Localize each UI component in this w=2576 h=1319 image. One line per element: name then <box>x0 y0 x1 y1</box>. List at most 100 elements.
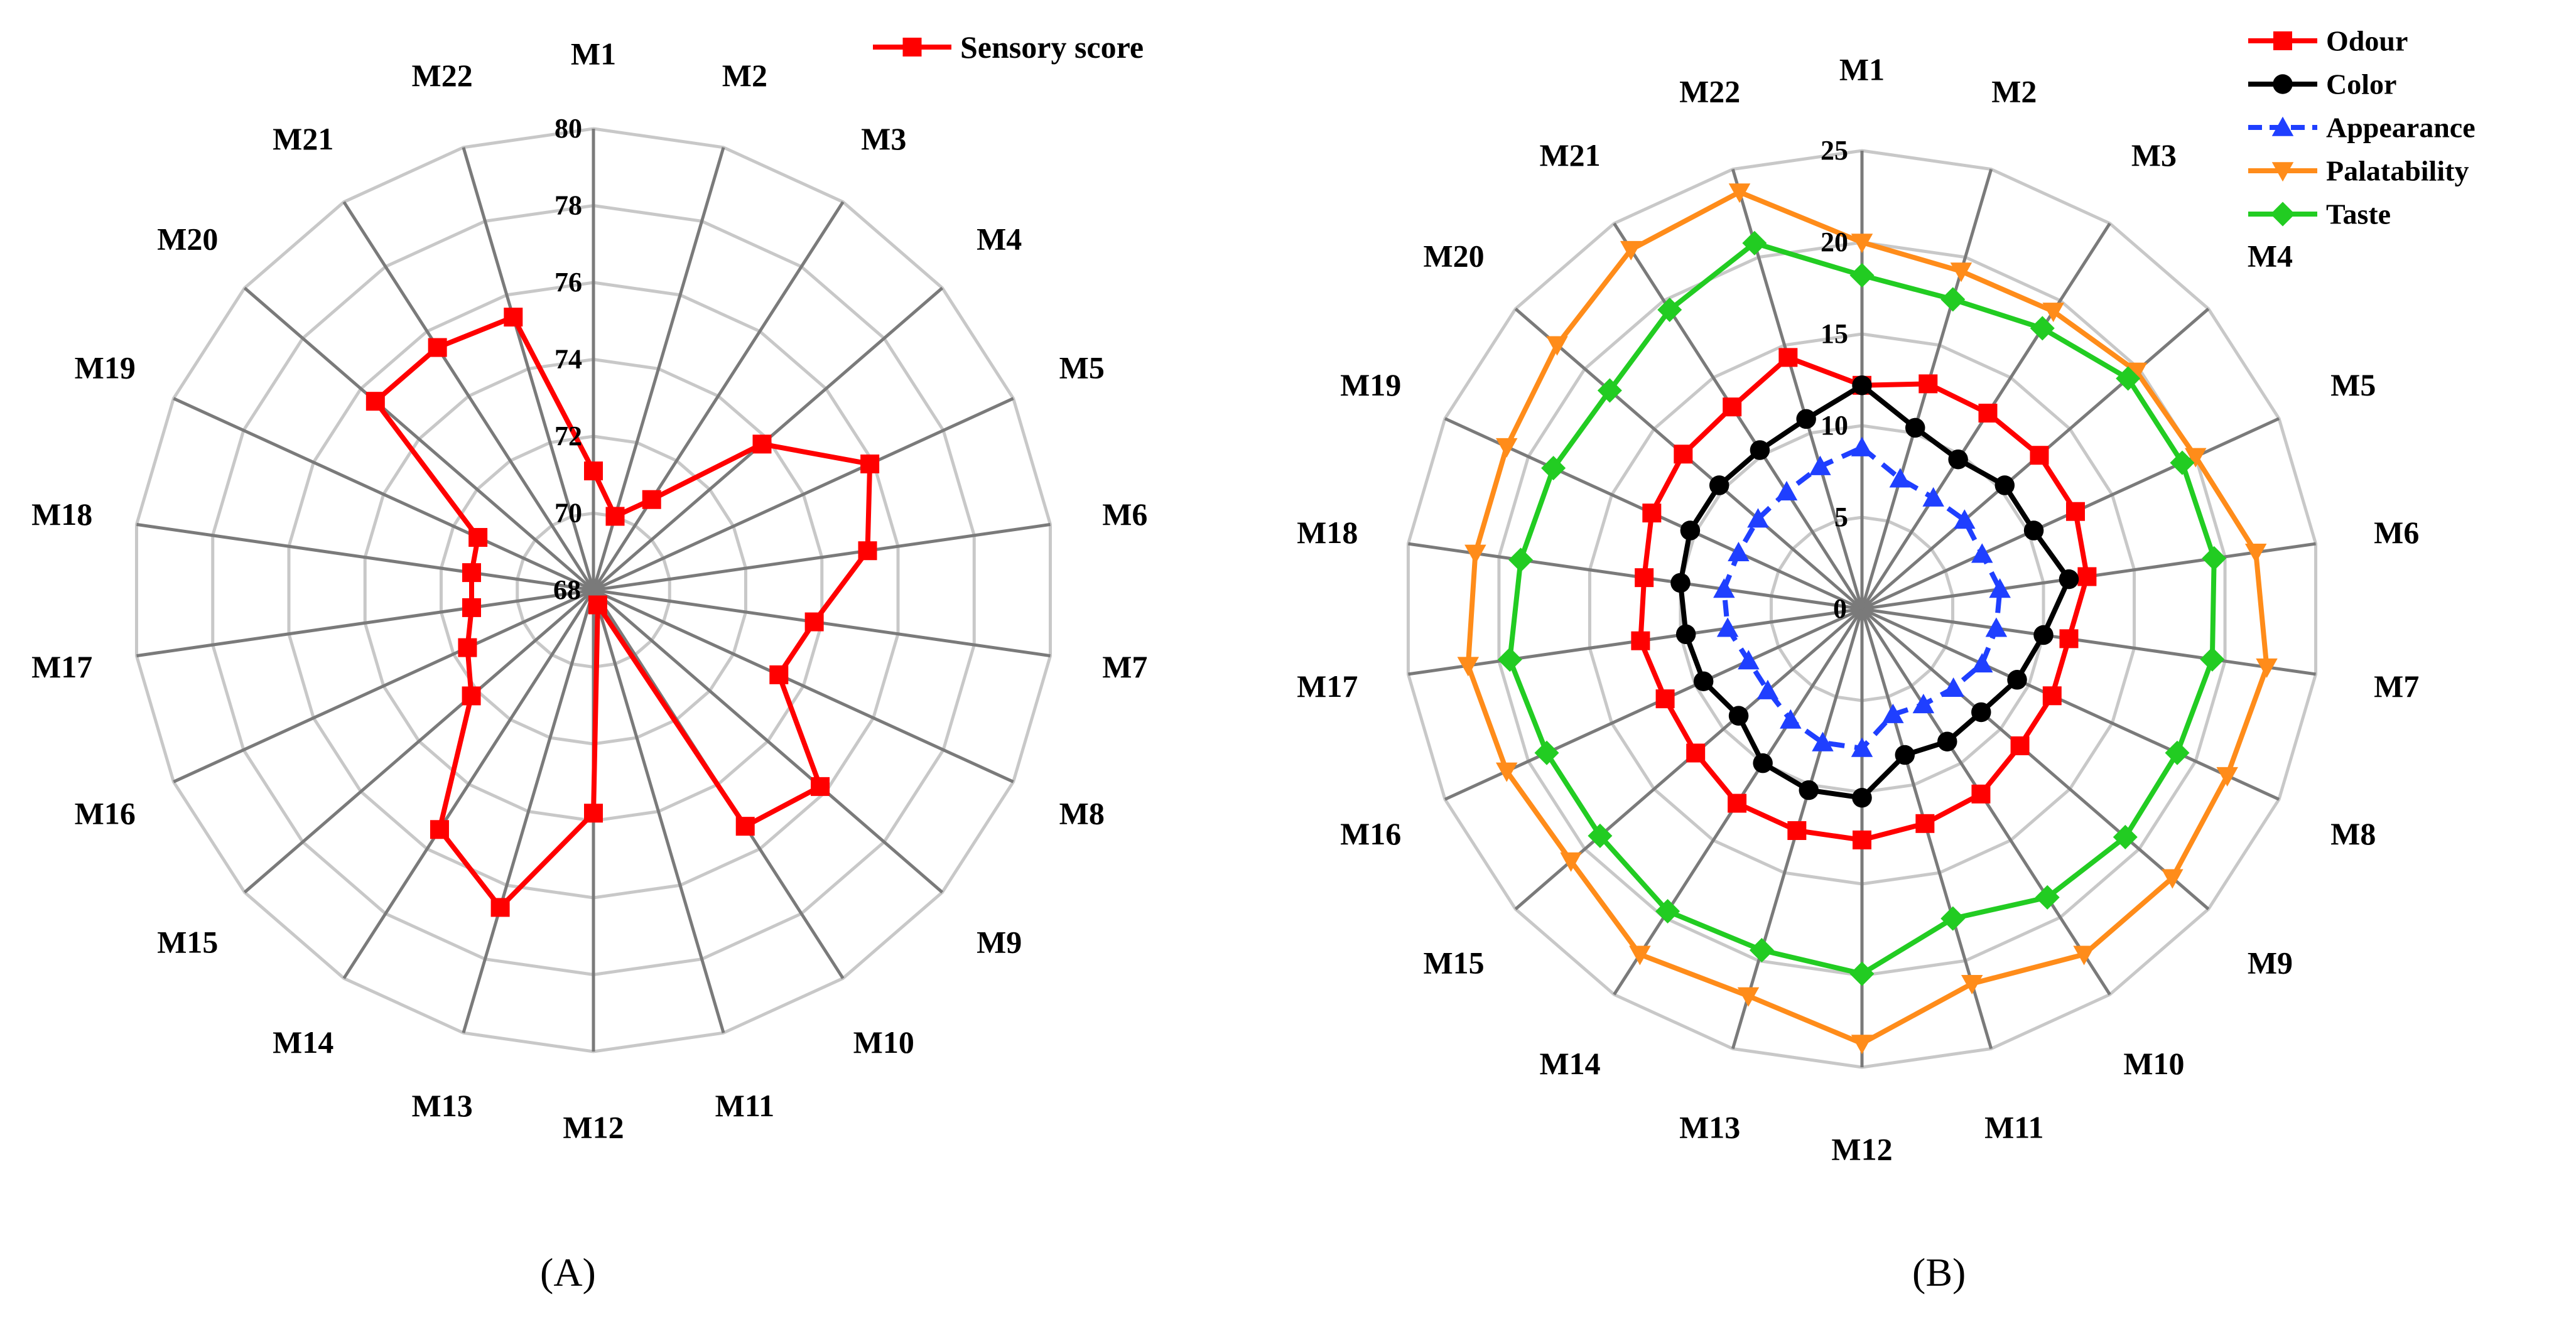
data-point <box>1937 731 1957 752</box>
data-point <box>2073 945 2095 966</box>
data-point <box>1989 578 2011 598</box>
category-label: M6 <box>2374 515 2419 550</box>
category-label: M2 <box>722 58 767 93</box>
data-point <box>2059 569 2079 590</box>
tick-label: 74 <box>555 344 582 375</box>
data-point <box>1787 821 1807 841</box>
data-point <box>1950 262 1973 283</box>
data-point <box>1716 617 1739 637</box>
grid-spoke <box>592 397 1014 592</box>
legend-marker <box>902 38 922 57</box>
legend-marker <box>2271 162 2294 182</box>
data-point <box>1560 852 1582 872</box>
data-point <box>1971 784 1991 804</box>
data-point <box>1799 780 1819 800</box>
category-label: M20 <box>157 222 218 257</box>
data-point <box>1642 503 1662 523</box>
data-point <box>1541 456 1566 481</box>
grid-spoke <box>243 589 595 894</box>
data-point <box>1464 544 1486 564</box>
data-point <box>2200 647 2225 672</box>
data-point <box>1849 961 1875 986</box>
category-label: M22 <box>412 58 473 93</box>
data-point <box>1812 731 1834 751</box>
category-label: M19 <box>1340 367 1401 402</box>
grid-spoke <box>1861 607 2316 676</box>
category-label: M14 <box>273 1025 333 1060</box>
category-label: M1 <box>1839 52 1885 87</box>
data-point <box>1693 671 1714 691</box>
legend-label: Sensory score <box>960 30 1144 65</box>
data-point <box>1889 468 1912 488</box>
data-point <box>2023 520 2044 541</box>
grid-spoke <box>136 522 594 592</box>
data-point <box>1629 945 1651 966</box>
grid-spoke <box>462 147 595 591</box>
legend: Odour Color Appearance Palatability Taste <box>2248 25 2476 230</box>
data-point <box>1994 475 2015 495</box>
data-point <box>1723 397 1742 417</box>
data-point <box>430 820 449 839</box>
grid-spoke <box>136 588 594 658</box>
data-point <box>1738 650 1760 670</box>
tick-label: 72 <box>555 421 582 451</box>
data-point <box>1670 573 1691 593</box>
data-point <box>1597 378 1622 403</box>
data-point <box>1912 694 1935 714</box>
data-point <box>2007 670 2027 690</box>
data-point <box>1756 679 1779 699</box>
data-point <box>858 541 877 561</box>
legend-label: Appearance <box>2326 112 2476 144</box>
grid-spoke <box>592 590 725 1033</box>
data-point <box>458 638 477 657</box>
legend-label: Taste <box>2326 198 2391 230</box>
data-point <box>2030 446 2049 465</box>
data-point <box>2059 629 2079 649</box>
data-point <box>2256 658 2278 678</box>
data-point <box>642 490 661 509</box>
tick-label: 80 <box>555 113 582 144</box>
category-label: M22 <box>1679 73 1740 109</box>
legend-marker <box>2273 31 2292 50</box>
data-point <box>860 454 880 473</box>
category-label: M13 <box>412 1088 473 1123</box>
category-label: M21 <box>273 121 333 156</box>
data-point <box>462 563 481 583</box>
category-label: M6 <box>1102 497 1147 532</box>
grid-spoke <box>1861 608 2210 910</box>
grid-spoke <box>173 588 595 783</box>
data-point <box>1851 1035 1873 1055</box>
legend-marker <box>2271 116 2294 136</box>
grid-spoke <box>462 590 595 1033</box>
data-point <box>1737 987 1760 1007</box>
data-point <box>1971 702 1991 723</box>
data-point <box>2042 686 2062 706</box>
tick-label: 20 <box>1821 227 1848 257</box>
data-point <box>1749 938 1774 963</box>
data-point <box>1657 297 1682 322</box>
data-point <box>1655 689 1675 709</box>
data-point <box>1620 240 1642 261</box>
category-label: M20 <box>1423 238 1484 273</box>
data-point <box>1675 624 1696 645</box>
data-point <box>588 595 607 615</box>
data-point <box>1728 183 1751 203</box>
category-label: M3 <box>861 121 906 156</box>
radar-chart-a: 68 70 72 74 76 78 80 M1 M2 M3 M4 M5 M6 M7 M8 M9 M10 M11 M1… <box>31 30 1147 1145</box>
data-point <box>2202 546 2227 571</box>
data-point <box>1954 509 1976 529</box>
category-label: M16 <box>75 796 136 831</box>
tick-label: 0 <box>1833 593 1847 624</box>
category-label: M3 <box>2131 137 2177 173</box>
data-point <box>1534 740 1559 765</box>
data-point <box>2077 567 2097 586</box>
category-label: M12 <box>563 1110 624 1145</box>
data-point <box>804 612 824 632</box>
data-point <box>2162 869 2184 889</box>
data-point <box>1546 336 1568 356</box>
data-point <box>1709 475 1729 495</box>
data-point <box>2033 625 2054 645</box>
category-label: M11 <box>715 1088 774 1123</box>
data-point <box>1457 657 1480 677</box>
data-point <box>1635 568 1654 588</box>
